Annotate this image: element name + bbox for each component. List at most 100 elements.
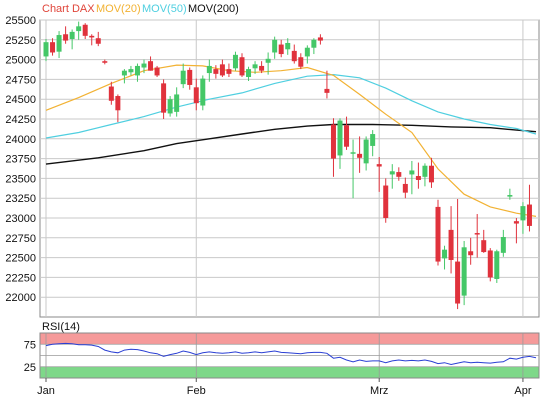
candle-body bbox=[389, 171, 395, 175]
candle-up bbox=[43, 39, 49, 62]
candle-body bbox=[291, 50, 297, 62]
candle-down bbox=[376, 157, 382, 192]
candle-down bbox=[161, 79, 167, 119]
price-y-tick-label: 23750 bbox=[5, 154, 36, 166]
candle-down bbox=[383, 178, 389, 223]
candle-body bbox=[330, 124, 336, 159]
price-y-tick-label: 22250 bbox=[5, 272, 36, 284]
candle-body bbox=[298, 57, 304, 67]
candle-up bbox=[56, 31, 62, 59]
candle-body bbox=[239, 57, 245, 76]
candle-down bbox=[148, 56, 154, 71]
candle-body bbox=[95, 38, 101, 44]
candle-body bbox=[363, 139, 369, 164]
candle-body bbox=[167, 99, 173, 114]
candle-down bbox=[219, 59, 225, 78]
candle-body bbox=[128, 69, 134, 73]
candle-down bbox=[428, 157, 434, 188]
x-tick-label: Jan bbox=[37, 385, 55, 397]
price-y-tick-label: 24750 bbox=[5, 74, 36, 86]
candle-down bbox=[487, 248, 493, 282]
candle-down bbox=[82, 23, 88, 40]
candle-down bbox=[513, 218, 519, 244]
candle-down bbox=[474, 214, 480, 258]
candle-up bbox=[206, 59, 212, 82]
candle-body bbox=[520, 206, 526, 221]
candle-up bbox=[265, 52, 271, 75]
candle-body bbox=[219, 64, 225, 76]
candle-body bbox=[409, 170, 415, 175]
legend-item: MOV(200) bbox=[188, 3, 239, 15]
candle-down bbox=[187, 67, 193, 90]
rsi-panel: RSI(14) 25 75 bbox=[24, 321, 540, 379]
candle-body bbox=[357, 153, 363, 158]
candle-body bbox=[304, 47, 310, 57]
candle-body bbox=[481, 240, 487, 253]
candle-down bbox=[89, 34, 95, 46]
rsi-y-tick-label: 75 bbox=[24, 339, 36, 351]
candle-body bbox=[324, 88, 330, 93]
candle-up bbox=[350, 139, 356, 199]
candle-up bbox=[232, 51, 238, 71]
candle-body bbox=[513, 221, 519, 224]
x-tick-label: Feb bbox=[187, 385, 206, 397]
candle-down bbox=[213, 65, 219, 79]
candle-body bbox=[213, 69, 219, 74]
candle-up bbox=[422, 163, 428, 187]
candle-down bbox=[396, 167, 402, 181]
x-tick-label: Mrz bbox=[370, 385, 388, 397]
candle-body bbox=[285, 42, 291, 50]
candle-up bbox=[252, 61, 258, 74]
price-y-tick-label: 23500 bbox=[5, 173, 36, 185]
candle-body bbox=[56, 35, 62, 52]
candle-down bbox=[239, 53, 245, 78]
candle-body bbox=[174, 94, 180, 112]
rsi-y-tick-label: 25 bbox=[24, 362, 36, 374]
candle-body bbox=[461, 247, 467, 296]
price-y-tick-labels: 22000 22250 22500 22750 23000 23250 23500 23750… bbox=[5, 15, 36, 304]
candle-body bbox=[311, 39, 317, 48]
candle-up bbox=[174, 87, 180, 117]
candle-body bbox=[259, 65, 265, 71]
candle-down bbox=[468, 237, 474, 265]
candle-up bbox=[76, 21, 82, 40]
candle-body bbox=[402, 183, 408, 193]
candle-body bbox=[161, 83, 167, 113]
legend-item: MOV(20) bbox=[96, 3, 141, 15]
candle-down bbox=[108, 81, 114, 105]
candle-body bbox=[102, 61, 108, 63]
candle-body bbox=[383, 185, 389, 218]
candle-up bbox=[272, 36, 278, 59]
candle-down bbox=[298, 53, 304, 70]
candle-up bbox=[285, 38, 291, 55]
candle-up bbox=[520, 202, 526, 234]
candle-body bbox=[526, 204, 532, 226]
candle-down bbox=[95, 31, 101, 47]
candle-body bbox=[180, 70, 186, 85]
price-y-tick-label: 24250 bbox=[5, 114, 36, 126]
candle-body bbox=[206, 65, 212, 74]
rsi-gridlines bbox=[40, 333, 539, 378]
x-axis-labels: Jan Feb Mrz Apr bbox=[37, 378, 532, 397]
candle-body bbox=[494, 251, 500, 279]
candle-down bbox=[193, 78, 199, 111]
candle-up bbox=[167, 96, 173, 117]
candle-body bbox=[50, 42, 56, 53]
legend-item: MOV(50) bbox=[142, 3, 187, 15]
candle-down bbox=[357, 136, 363, 173]
legend: Chart DAX MOV(20) MOV(50) MOV(200) bbox=[42, 3, 239, 15]
price-y-tick-label: 23250 bbox=[5, 193, 36, 205]
candle-body bbox=[370, 134, 376, 146]
candle-body bbox=[272, 39, 278, 53]
candle-down bbox=[115, 94, 121, 123]
candle-up bbox=[180, 63, 186, 89]
candle-body bbox=[108, 86, 114, 101]
candle-body bbox=[141, 63, 147, 68]
candle-down bbox=[278, 39, 284, 58]
mov50-line bbox=[45, 73, 537, 139]
candle-up bbox=[337, 118, 343, 169]
candle-body bbox=[507, 195, 513, 197]
candle-up bbox=[409, 160, 415, 195]
candle-body bbox=[232, 54, 238, 69]
candle-up bbox=[363, 136, 369, 171]
